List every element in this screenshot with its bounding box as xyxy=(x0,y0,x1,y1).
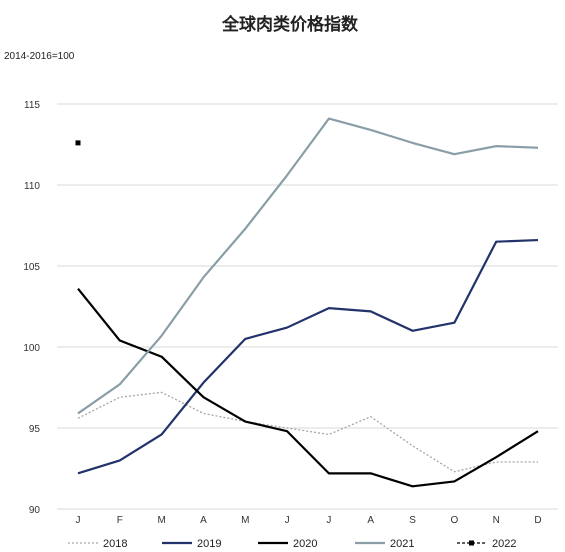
y-tick-label: 105 xyxy=(23,262,40,273)
legend-label-2018: 2018 xyxy=(103,538,127,550)
series-2022-point xyxy=(75,140,81,146)
x-tick-label: S xyxy=(409,515,416,526)
x-tick-label: J xyxy=(76,515,81,526)
series-2018-line xyxy=(77,391,538,473)
x-tick-label: D xyxy=(534,515,541,526)
x-tick-label: M xyxy=(241,515,249,526)
legend-label-2021: 2021 xyxy=(390,538,414,550)
y-tick-label: 110 xyxy=(24,181,40,192)
legend: 2018 2019 2020 2021 2022 xyxy=(68,538,516,550)
y-tick-label: 95 xyxy=(29,424,41,435)
x-tick-label: J xyxy=(285,515,290,526)
x-tick-label: A xyxy=(367,515,374,526)
x-tick-label: A xyxy=(200,515,207,526)
gridlines xyxy=(57,103,558,510)
series-lines xyxy=(75,117,539,488)
series-2021-line xyxy=(77,117,539,415)
x-tick-label: N xyxy=(493,515,500,526)
legend-label-2020: 2020 xyxy=(293,538,317,550)
x-tick-label: O xyxy=(450,515,458,526)
y-tick-label: 100 xyxy=(23,343,40,354)
series-2020-line xyxy=(77,287,539,488)
legend-marker-2022 xyxy=(469,540,474,546)
x-tick-label: M xyxy=(157,515,165,526)
legend-label-2022: 2022 xyxy=(492,538,516,550)
y-axis-unit-label: 2014-2016=100 xyxy=(4,51,75,62)
y-axis-ticks: 90 95 100 105 110 115 xyxy=(23,100,40,516)
y-tick-label: 115 xyxy=(24,100,40,111)
x-tick-label: J xyxy=(326,515,331,526)
legend-label-2019: 2019 xyxy=(197,538,221,550)
x-tick-label: F xyxy=(117,515,123,526)
y-tick-label: 90 xyxy=(29,505,41,516)
chart-title: 全球肉类价格指数 xyxy=(221,14,359,35)
series-2019-line xyxy=(77,238,539,475)
